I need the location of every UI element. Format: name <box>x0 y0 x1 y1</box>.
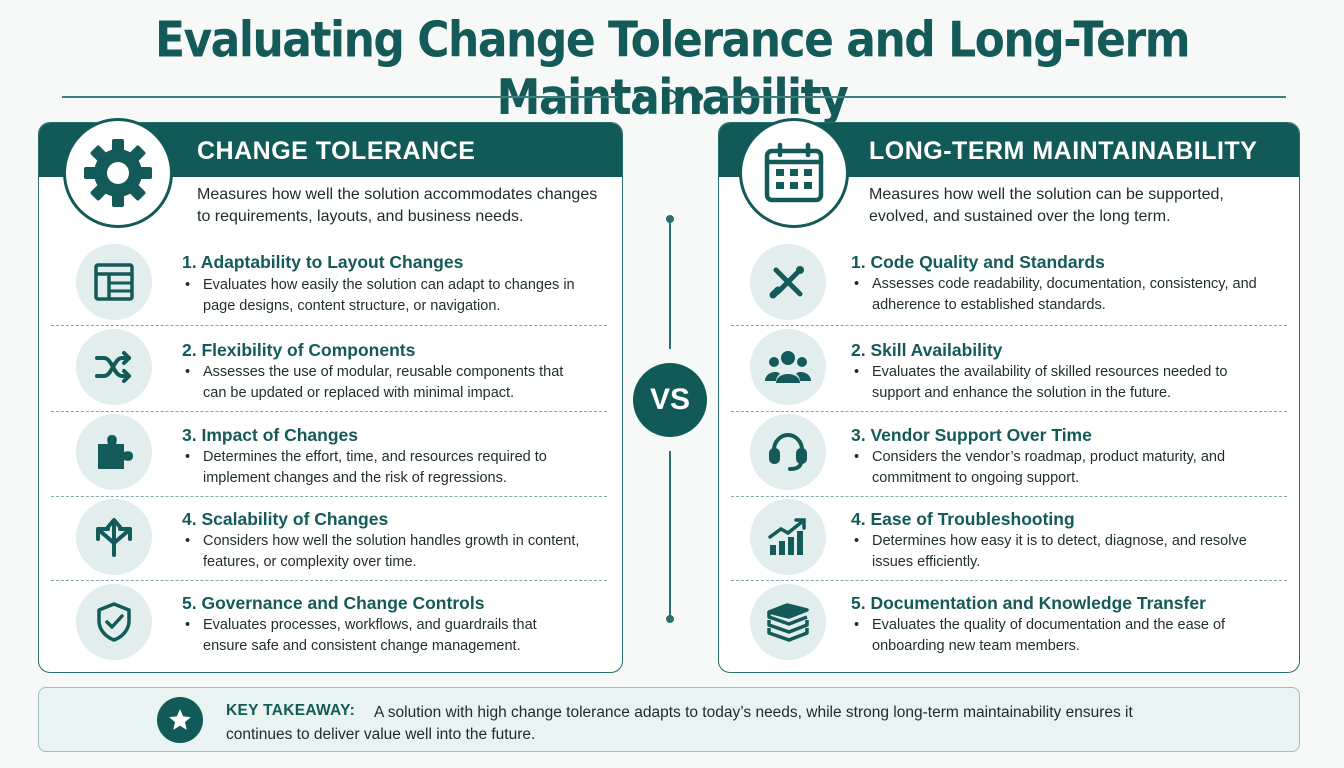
item-text: Determines the effort, time, and resourc… <box>183 447 583 488</box>
item-title: 5. Governance and Change Controls <box>182 593 485 613</box>
vs-badge: VS <box>633 363 707 437</box>
takeaway-label: KEY TAKEAWAY: <box>226 702 356 719</box>
item-text: Assesses the use of modular, reusable co… <box>183 362 583 403</box>
item-separator <box>51 580 607 581</box>
panel-description: Measures how well the solution accommoda… <box>197 186 598 225</box>
item-title: 4. Scalability of Changes <box>182 509 389 529</box>
item-title: 3. Vendor Support Over Time <box>851 425 1092 445</box>
item-text: Considers how well the solution handles … <box>183 531 583 572</box>
item-text: Determines how easy it is to detect, dia… <box>852 531 1257 572</box>
takeaway-text: A solution with high change tolerance ad… <box>226 704 1133 743</box>
layout-icon <box>76 244 152 320</box>
item-title: 2. Flexibility of Components <box>182 340 416 360</box>
item-separator <box>731 325 1287 326</box>
item-separator <box>731 580 1287 581</box>
panel-heading: CHANGE TOLERANCE <box>197 137 476 165</box>
panel-heading: LONG-TERM MAINTAINABILITY <box>869 137 1258 165</box>
calendar-icon <box>739 118 849 228</box>
page-title: Evaluating Change Tolerance and Long-Ter… <box>154 11 1191 127</box>
gear-icon <box>63 118 173 228</box>
books-icon <box>750 584 826 660</box>
item-separator <box>51 411 607 412</box>
split-arrows-icon <box>76 499 152 575</box>
key-takeaway-box: KEY TAKEAWAY: A solution with high chang… <box>38 687 1300 752</box>
star-icon <box>157 697 203 743</box>
item-separator <box>731 411 1287 412</box>
item-text: Assesses code readability, documentation… <box>852 274 1257 315</box>
tools-icon <box>750 244 826 320</box>
panel-description: Measures how well the solution can be su… <box>869 186 1224 225</box>
item-separator <box>51 496 607 497</box>
item-text: Evaluates processes, workflows, and guar… <box>183 615 583 656</box>
headset-icon <box>750 414 826 490</box>
item-text: Considers the vendor’s roadmap, product … <box>852 447 1257 488</box>
connector-dot-bottom <box>666 615 674 623</box>
item-title: 1. Code Quality and Standards <box>851 252 1105 272</box>
title-divider-left <box>62 96 618 98</box>
item-title: 1. Adaptability to Layout Changes <box>182 252 464 272</box>
connector-line-top <box>669 219 671 349</box>
growth-chart-icon <box>750 499 826 575</box>
item-text: Evaluates the quality of documentation a… <box>852 615 1257 656</box>
item-title: 3. Impact of Changes <box>182 425 359 445</box>
shuffle-icon <box>76 329 152 405</box>
item-title: 5. Documentation and Knowledge Transfer <box>851 593 1206 613</box>
title-divider-right <box>722 96 1286 98</box>
puzzle-icon <box>76 414 152 490</box>
team-icon <box>750 329 826 405</box>
divider-dots <box>636 89 703 105</box>
item-separator <box>51 325 607 326</box>
connector-line-bottom <box>669 451 671 617</box>
item-text: Evaluates the availability of skilled re… <box>852 362 1257 403</box>
item-title: 4. Ease of Troubleshooting <box>851 509 1075 529</box>
item-title: 2. Skill Availability <box>851 340 1003 360</box>
item-text: Evaluates how easily the solution can ad… <box>183 275 583 316</box>
shield-check-icon <box>76 584 152 660</box>
item-separator <box>731 496 1287 497</box>
